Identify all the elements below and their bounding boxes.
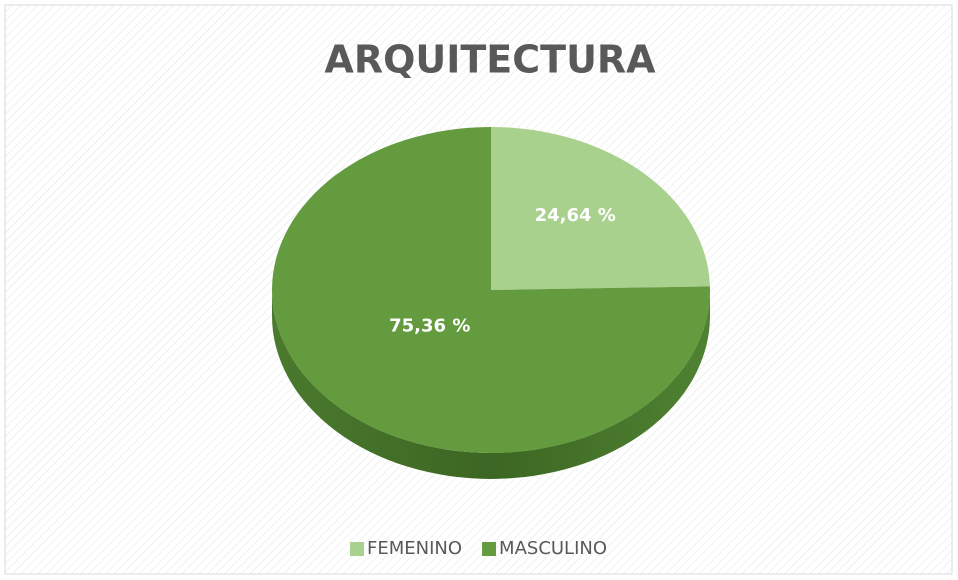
data-label: 75,36 % (389, 316, 470, 337)
chart-title: ARQUITECTURA (324, 38, 656, 82)
legend-swatch (482, 542, 497, 556)
data-label: 24,64 % (535, 205, 616, 226)
legend-label: MASCULINO (499, 538, 607, 559)
legend-label: FEMENINO (367, 538, 462, 559)
pie-slice (491, 127, 710, 290)
legend-swatch (350, 542, 364, 556)
pie-slice (271, 126, 710, 453)
pie-side (272, 290, 710, 479)
